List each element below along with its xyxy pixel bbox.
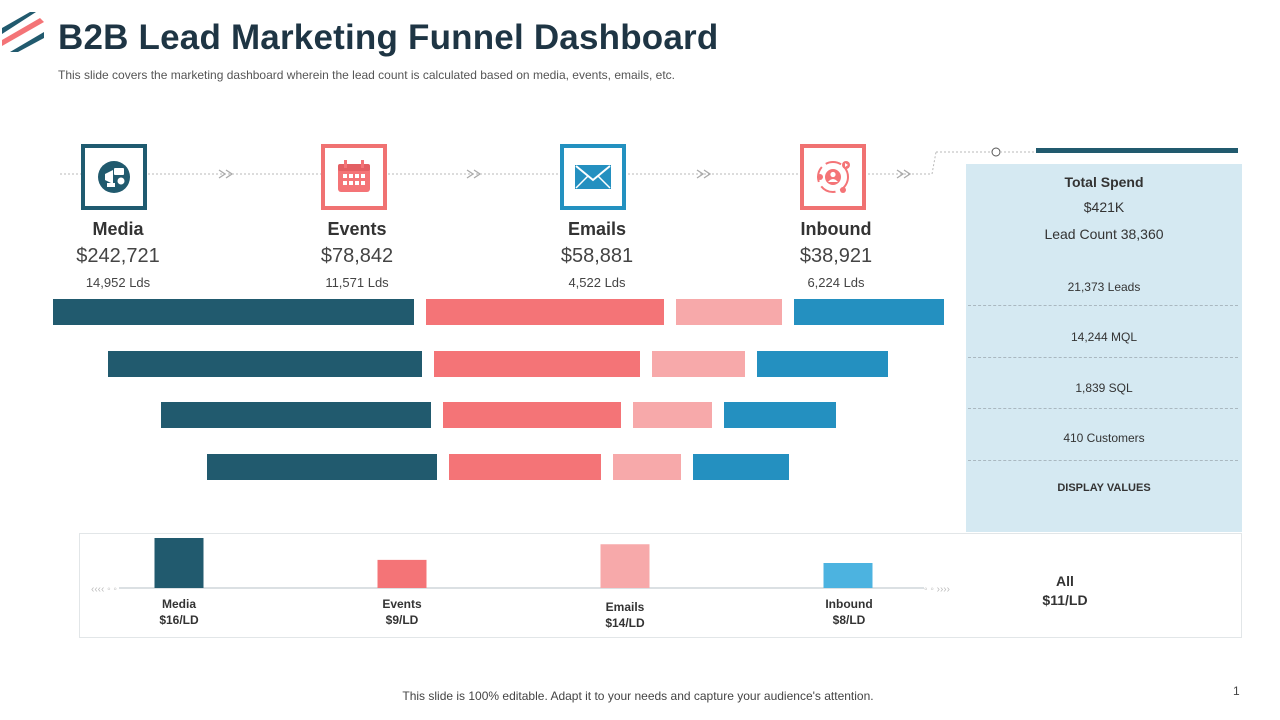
media-megaphone-icon xyxy=(98,161,130,193)
cpl-all-label: All xyxy=(1056,573,1074,589)
cpl-left-marker: ‹‹‹‹ ◦ ◦ xyxy=(91,584,117,595)
cpl-right-marker: ◦ ◦ ›››› xyxy=(924,584,950,595)
cpl-label-inbound: Inbound $8/LD xyxy=(789,596,909,628)
channel-name-inbound: Inbound xyxy=(800,219,872,239)
cpl-value: $16/LD xyxy=(159,613,199,627)
funnel-bar-media-sql xyxy=(160,402,431,428)
funnel-bar-events-sql xyxy=(442,402,621,428)
emails-icon-box xyxy=(560,144,626,210)
cpl-category: Events xyxy=(382,597,422,611)
channel-leads-inbound: 6,224 Lds xyxy=(807,275,865,290)
footer-note: This slide is 100% editable. Adapt it to… xyxy=(402,689,874,703)
channel-amount-inbound: $38,921 xyxy=(799,245,873,267)
stage-customers: 410 Customers xyxy=(1063,431,1145,445)
page-subtitle: This slide covers the marketing dashboar… xyxy=(58,68,676,82)
lead-count: Lead Count 38,360 xyxy=(1044,226,1164,242)
cost-per-lead-box xyxy=(79,533,1242,638)
funnel-bar-media-mql xyxy=(108,351,422,377)
channel-leads-emails: 4,522 Lds xyxy=(568,275,626,290)
cpl-label-media: Media $16/LD xyxy=(119,596,239,628)
funnel-bar-emails-sql xyxy=(632,402,712,428)
panel-divider xyxy=(968,357,1238,358)
channel-leads-media: 14,952 Lds xyxy=(85,275,151,290)
funnel-bar-inbound-leads xyxy=(793,299,944,325)
channel-leads-events: 11,571 Lds xyxy=(325,275,389,290)
cpl-category: Media xyxy=(161,597,196,611)
cpl-bar-events xyxy=(377,559,427,588)
summary-panel: Total Spend $421K Lead Count 38,360 21,3… xyxy=(966,164,1242,532)
channel-amount-events: $78,842 xyxy=(320,245,394,267)
funnel-bar-emails-customers xyxy=(613,454,681,480)
funnel-bar-inbound-customers xyxy=(693,454,789,480)
funnel-bar-inbound-mql xyxy=(757,351,888,377)
cpl-bar-inbound xyxy=(823,563,873,588)
calendar-icon xyxy=(338,160,370,192)
cpl-category: Emails xyxy=(605,600,645,614)
cpl-bar-media xyxy=(154,538,204,588)
envelope-icon xyxy=(575,165,611,189)
stage-leads: 21,373 Leads xyxy=(1067,280,1141,294)
channel-name-emails: Emails xyxy=(567,219,627,239)
page-number: 1 xyxy=(1233,684,1240,698)
channel-name-events: Events xyxy=(327,219,387,239)
cpl-all: All $11/LD xyxy=(1020,572,1110,610)
total-spend-label: Total Spend xyxy=(1064,174,1144,190)
cpl-category: Inbound xyxy=(825,597,873,611)
funnel-chart xyxy=(52,299,944,480)
stage-mql: 14,244 MQL xyxy=(1070,330,1138,344)
cpl-all-value: $11/LD xyxy=(1042,592,1088,608)
panel-accent-line xyxy=(1036,148,1238,153)
inbound-icon-box xyxy=(800,144,866,210)
logo-stripes xyxy=(2,12,44,52)
funnel-bar-media-leads xyxy=(52,299,414,325)
panel-divider xyxy=(968,460,1238,461)
events-icon-box xyxy=(321,144,387,210)
display-values-button[interactable]: DISPLAY VALUES xyxy=(1057,482,1151,494)
channel-amount-emails: $58,881 xyxy=(560,245,634,267)
channel-amount-media: $242,721 xyxy=(76,245,160,267)
cpl-value: $14/LD xyxy=(605,616,645,630)
funnel-bar-emails-leads xyxy=(675,299,782,325)
inbound-user-cycle-icon xyxy=(817,161,850,193)
total-spend-value: $421K xyxy=(1083,199,1125,215)
cpl-bar-emails xyxy=(600,544,650,588)
funnel-bar-events-mql xyxy=(434,351,640,377)
channel-connector xyxy=(60,147,1036,179)
page-title: B2B Lead Marketing Funnel Dashboard xyxy=(58,18,719,57)
panel-divider xyxy=(968,305,1238,306)
panel-divider xyxy=(968,408,1238,409)
cpl-value: $8/LD xyxy=(832,613,866,627)
funnel-bar-events-leads xyxy=(425,299,664,325)
channel-name-media: Media xyxy=(92,219,144,239)
media-icon-box xyxy=(81,144,147,210)
cpl-label-emails: Emails $14/LD xyxy=(565,599,685,631)
funnel-bar-emails-mql xyxy=(652,351,745,377)
funnel-bar-inbound-sql xyxy=(723,402,836,428)
stage-sql: 1,839 SQL xyxy=(1075,381,1133,395)
funnel-bar-events-customers xyxy=(449,454,601,480)
funnel-bar-media-customers xyxy=(207,454,437,480)
cost-per-lead-chart: ‹‹‹‹ ◦ ◦ ◦ ◦ ›››› xyxy=(91,538,950,595)
cpl-value: $9/LD xyxy=(385,613,419,627)
cpl-label-events: Events $9/LD xyxy=(342,596,462,628)
